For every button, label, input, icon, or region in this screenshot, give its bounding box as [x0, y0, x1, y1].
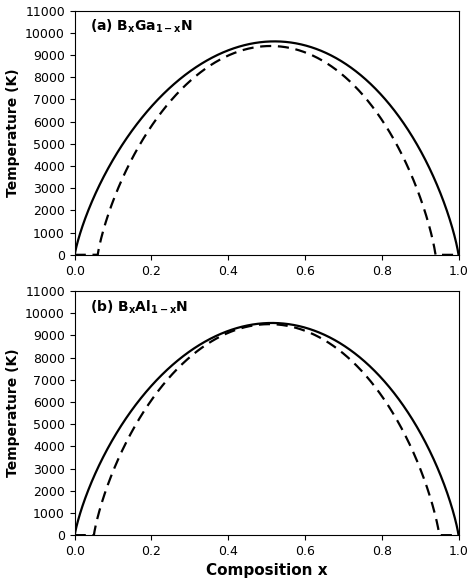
Text: $\bf{(a)}$ $\mathbf{B_xGa_{1-x}N}$: $\bf{(a)}$ $\mathbf{B_xGa_{1-x}N}$ — [90, 18, 193, 35]
Y-axis label: Temperature (K): Temperature (K) — [6, 349, 19, 477]
X-axis label: Composition x: Composition x — [206, 564, 328, 578]
Text: $\bf{(b)}$ $\mathbf{B_xAl_{1-x}N}$: $\bf{(b)}$ $\mathbf{B_xAl_{1-x}N}$ — [90, 298, 188, 315]
Y-axis label: Temperature (K): Temperature (K) — [6, 68, 19, 197]
